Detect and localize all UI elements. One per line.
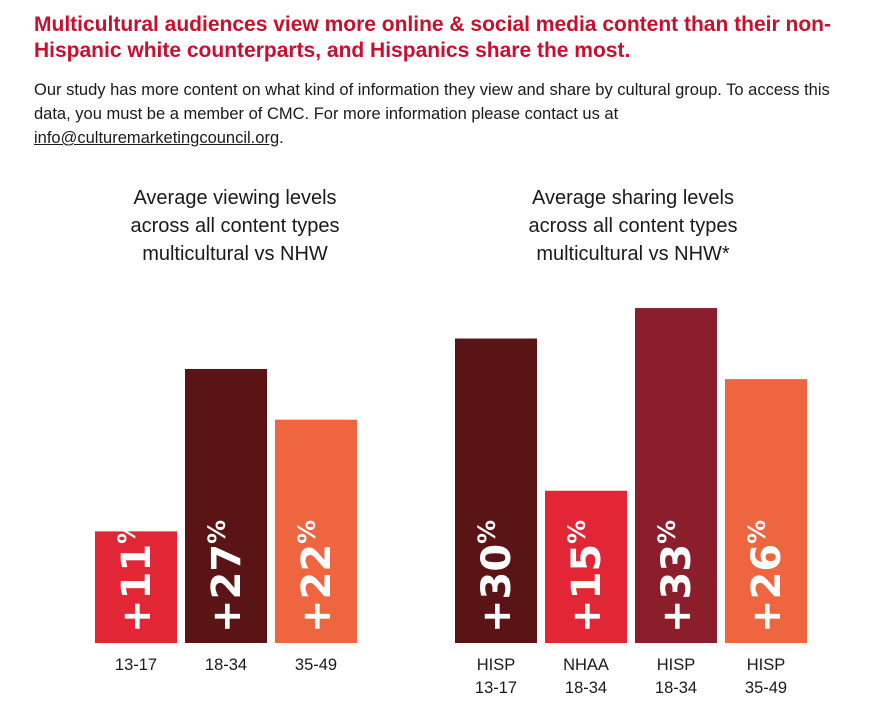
viewing-title-line-3: multicultural vs NHW — [142, 243, 328, 265]
sharing-tick-label-4-1: HISP — [747, 656, 786, 674]
sharing-bar-4 — [725, 379, 807, 643]
viewing-bar-label-3: +22% — [293, 520, 340, 633]
sharing-bar-2 — [545, 490, 627, 643]
viewing-bar-pct-2: % — [203, 520, 231, 544]
intro-text: Our study has more content on what kind … — [34, 81, 830, 123]
sharing-bar-pct-3: % — [653, 520, 681, 544]
viewing-bar-2 — [185, 368, 267, 643]
viewing-bar-value-1: +11 — [114, 544, 160, 633]
sharing-title-line-3: multicultural vs NHW* — [536, 243, 730, 265]
sharing-bar-value-1: +30 — [474, 544, 520, 633]
viewing-bar-value-2: +27 — [204, 544, 250, 633]
contact-email-link[interactable]: info@culturemarketingcouncil.org — [34, 129, 280, 147]
viewing-title-line-1: Average viewing levels — [133, 187, 337, 209]
headline: Multicultural audiences view more online… — [34, 13, 831, 62]
viewing-bar-1 — [95, 531, 177, 643]
sharing-tick-label-1-2: 13-17 — [475, 679, 517, 697]
sharing-bar-1 — [455, 338, 537, 643]
sharing-tick-label-3-1: HISP — [657, 656, 696, 674]
sharing-bar-pct-1: % — [473, 520, 501, 544]
sharing-bar-label-2: +15% — [563, 520, 610, 633]
sharing-bar-value-4: +26 — [744, 544, 790, 633]
sharing-bar-pct-2: % — [563, 520, 591, 544]
sharing-chart-title: Average sharing levels across all conten… — [458, 184, 808, 268]
viewing-bar-3 — [275, 419, 357, 643]
sharing-tick-label-1-1: HISP — [477, 656, 516, 674]
viewing-tick-label-3-1: 35-49 — [295, 656, 337, 674]
viewing-tick-label-2-1: 18-34 — [205, 656, 247, 674]
sharing-bar-label-1: +30% — [473, 520, 520, 633]
intro-paragraph: Our study has more content on what kind … — [34, 78, 864, 150]
viewing-tick-label-1-1: 13-17 — [115, 656, 157, 674]
sharing-tick-label-4-2: 35-49 — [745, 679, 787, 697]
sharing-bar-3 — [635, 308, 717, 643]
sharing-bar-pct-4: % — [743, 520, 771, 544]
sharing-title-line-1: Average sharing levels — [532, 187, 734, 209]
sharing-bar-label-3: +33% — [653, 520, 700, 633]
sharing-title-line-2: across all content types — [528, 215, 738, 237]
sharing-bar-value-3: +33 — [654, 544, 700, 633]
viewing-bar-pct-1: % — [113, 520, 141, 544]
viewing-chart-title: Average viewing levels across all conten… — [60, 184, 410, 268]
sharing-tick-label-3-2: 18-34 — [655, 679, 697, 697]
viewing-title-line-2: across all content types — [130, 215, 340, 237]
viewing-bar-pct-3: % — [293, 520, 321, 544]
sharing-tick-label-2-1: NHAA — [563, 656, 609, 674]
intro-end: . — [279, 129, 284, 147]
viewing-bar-label-2: +27% — [203, 520, 250, 633]
viewing-bar-label-1: +11% — [113, 520, 160, 633]
viewing-bar-value-3: +22 — [294, 544, 340, 633]
sharing-bar-label-4: +26% — [743, 520, 790, 633]
sharing-bar-value-2: +15 — [564, 544, 610, 633]
sharing-tick-label-2-2: 18-34 — [565, 679, 607, 697]
